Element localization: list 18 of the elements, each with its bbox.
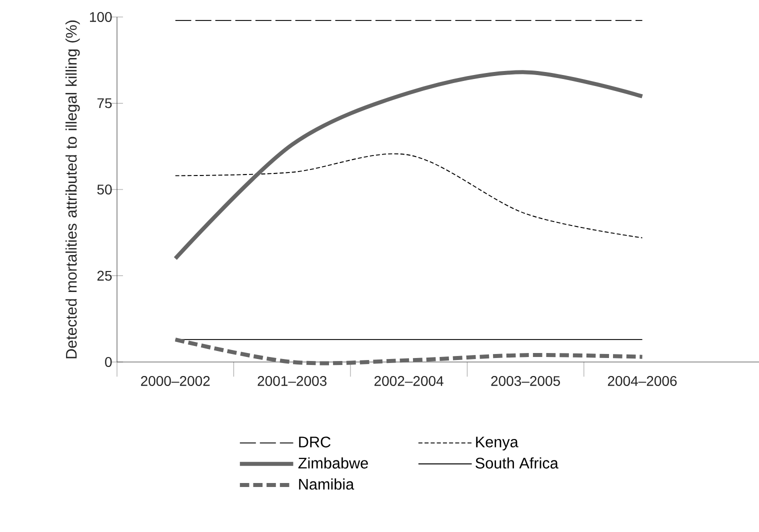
legend-label: DRC [299,436,331,448]
y-tick-label: 25 [97,270,112,281]
legend-label: Namibia [299,478,354,490]
line-series [173,338,644,366]
y-axis-title: Detected mortalities attributed to illegal killing (%) [65,20,80,358]
x-tick-label: 2003–2005 [491,376,560,386]
y-tick-label: 0 [105,357,112,367]
x-tick-label: 2000–2002 [141,376,210,386]
legend-label: Zimbabwe [298,457,368,469]
x-tick-label: 2001–2003 [258,376,326,386]
legend-label: Kenya [476,436,518,450]
y-tick-label: 75 [97,98,112,108]
y-tick-label: 50 [97,184,112,194]
legend-label: South Africa [476,457,558,469]
y-tick-label: 100 [90,12,112,22]
line-series [173,70,644,260]
x-tick-label: 2004–2006 [608,376,677,386]
x-tick-label: 2002–2004 [374,376,444,386]
